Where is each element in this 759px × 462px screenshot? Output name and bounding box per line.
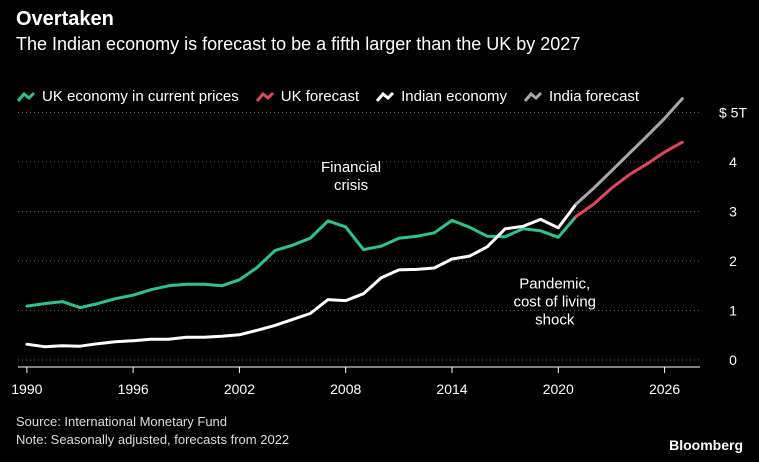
- annotation-text: Financial: [321, 159, 381, 176]
- x-tick-label: 2008: [330, 381, 361, 397]
- brand-logo: Bloomberg: [669, 437, 743, 453]
- series-line-3: [574, 97, 684, 206]
- annotation-text: shock: [535, 311, 575, 328]
- series-line-1: [574, 140, 684, 218]
- x-tick-label: 1990: [11, 381, 42, 397]
- legend-label-india-forecast: India forecast: [549, 88, 640, 105]
- series-line-0: [25, 215, 578, 310]
- chart-title: Overtaken: [16, 8, 114, 30]
- annotation-text: cost of living: [513, 293, 596, 310]
- y-tick-label: 3: [729, 204, 737, 220]
- legend-label-india: Indian economy: [401, 88, 508, 105]
- y-tick-label: $ 5T: [719, 104, 747, 120]
- x-tick-label: 2014: [436, 381, 467, 397]
- line-swatch-icon: [16, 91, 36, 102]
- x-tick-label: 2026: [649, 381, 680, 397]
- y-tick-label: 4: [729, 154, 737, 170]
- x-tick-label: 2020: [543, 381, 574, 397]
- annotation-text: crisis: [334, 177, 368, 194]
- legend-item-india: Indian economy: [375, 88, 507, 105]
- legend-item-uk: UK economy in current prices: [16, 88, 239, 105]
- y-tick-label: 2: [729, 253, 737, 269]
- chart-subtitle: The Indian economy is forecast to be a f…: [16, 34, 581, 54]
- y-tick-label: 0: [729, 352, 737, 368]
- line-swatch-icon: [255, 91, 274, 102]
- series-line-2: [25, 202, 578, 349]
- method-note: Note: Seasonally adjusted, forecasts fro…: [16, 432, 290, 447]
- legend-item-uk-forecast: UK forecast: [255, 88, 359, 105]
- y-tick-label: 1: [729, 303, 737, 319]
- x-tick-label: 1996: [118, 381, 149, 397]
- x-tick-label: 2002: [224, 381, 255, 397]
- line-swatch-icon: [375, 91, 395, 102]
- legend: UK economy in current prices UK forecast…: [16, 88, 655, 105]
- annotation-text: Pandemic,: [519, 275, 590, 292]
- line-swatch-icon: [523, 91, 543, 102]
- legend-item-india-forecast: India forecast: [523, 88, 639, 105]
- legend-label-uk-forecast: UK forecast: [280, 88, 360, 105]
- legend-label-uk: UK economy in current prices: [42, 88, 239, 105]
- source-note: Source: International Monetary Fund: [16, 414, 228, 429]
